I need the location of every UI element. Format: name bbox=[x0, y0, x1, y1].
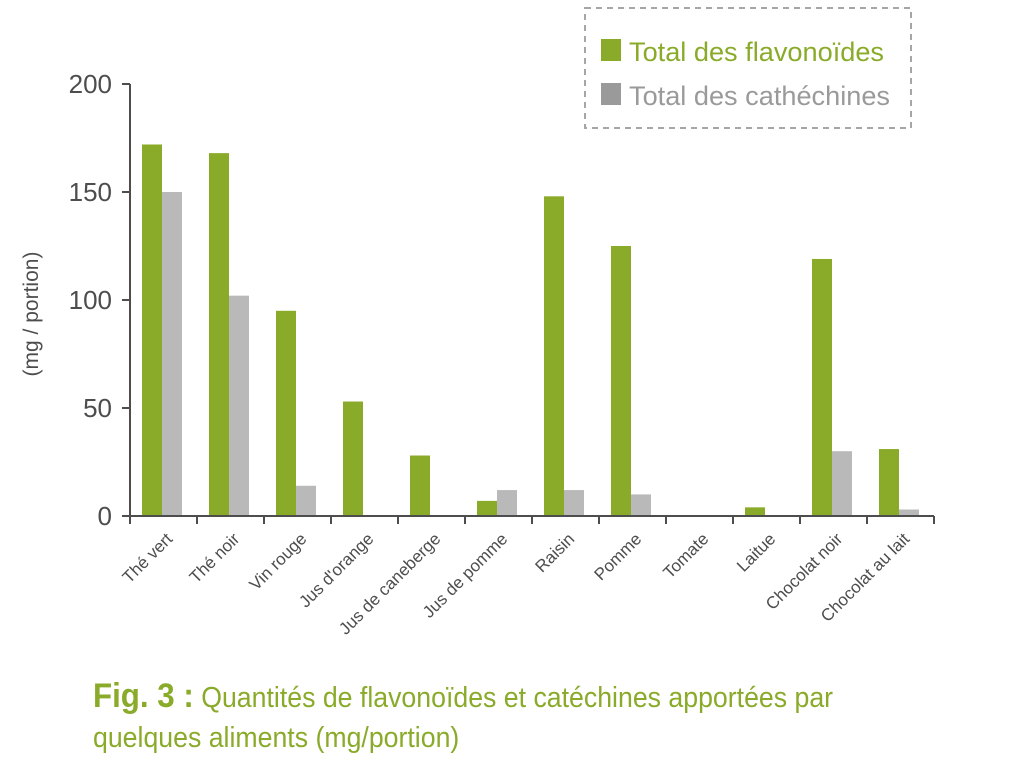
legend-box bbox=[584, 7, 912, 129]
bar-flavonoides bbox=[544, 196, 564, 516]
figure-number: Fig. 3 : bbox=[93, 677, 194, 715]
bar-flavonoides bbox=[611, 246, 631, 516]
bar-chart: 0 50 100 150 200 Thé vert Thé noir Vin rougeJu… bbox=[20, 7, 935, 638]
bar-catechines bbox=[162, 192, 182, 516]
x-tick-label: Pomme bbox=[590, 529, 645, 584]
x-tick-label: Raisin bbox=[531, 529, 578, 576]
bar-catechines bbox=[229, 295, 249, 516]
bar-flavonoides bbox=[142, 144, 162, 517]
y-axis-ticks: 0 50 100 150 200 bbox=[69, 69, 130, 531]
x-tick-label: Thé noir bbox=[186, 529, 244, 587]
legend-label-catechines: Total des cathéchines bbox=[629, 81, 890, 111]
figure-caption-text: Quantités de flavonoïdes et catéchines a… bbox=[93, 682, 834, 754]
legend-label-flavonoides: Total des flavonoïdes bbox=[629, 37, 884, 67]
bar-catechines bbox=[296, 485, 316, 516]
bar-flavonoides bbox=[477, 500, 497, 516]
bar-flavonoides bbox=[812, 258, 832, 516]
bar-catechines bbox=[832, 451, 852, 516]
x-tick-label: Laitue bbox=[733, 529, 779, 575]
bar-flavonoides bbox=[745, 507, 765, 516]
bar-catechines bbox=[631, 494, 651, 516]
x-tick-label: Thé vert bbox=[119, 529, 177, 587]
bars bbox=[142, 144, 919, 517]
y-tick-label: 100 bbox=[69, 285, 112, 315]
y-axis-label: (mg / portion) bbox=[20, 252, 43, 377]
bar-flavonoides bbox=[410, 455, 430, 516]
bar-catechines bbox=[497, 490, 517, 516]
y-tick-label: 200 bbox=[69, 69, 112, 99]
bar-catechines bbox=[899, 509, 919, 516]
x-tick-label: Tomate bbox=[659, 529, 712, 582]
y-tick-label: 150 bbox=[69, 177, 112, 207]
x-tick-label: Vin rouge bbox=[246, 529, 311, 594]
legend: Total des flavonoïdes Total des cathéchi… bbox=[584, 7, 912, 129]
bar-flavonoides bbox=[209, 153, 229, 516]
bar-flavonoides bbox=[879, 449, 899, 516]
figure-caption: Fig. 3 : Quantités de flavonoïdes et cat… bbox=[93, 676, 921, 758]
bar-flavonoides bbox=[276, 310, 296, 516]
bar-catechines bbox=[564, 490, 584, 516]
legend-swatch-catechines bbox=[601, 83, 621, 105]
legend-swatch-flavonoides bbox=[601, 39, 621, 61]
y-tick-label: 0 bbox=[98, 501, 112, 531]
y-tick-label: 50 bbox=[83, 393, 112, 423]
bar-flavonoides bbox=[343, 401, 363, 516]
